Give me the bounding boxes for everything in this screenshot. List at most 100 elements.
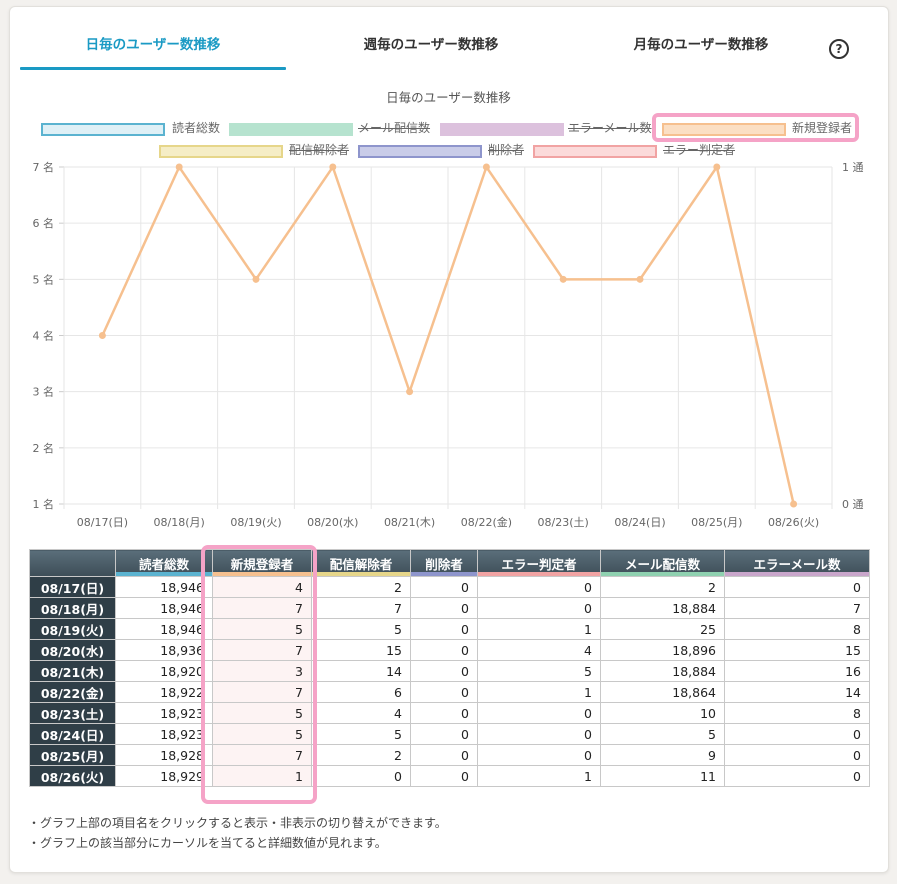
table-cell: 0	[410, 576, 478, 598]
tab-daily[interactable]: 日毎のユーザー数推移	[85, 37, 221, 53]
x-tick-label: 08/23(土)	[538, 516, 589, 529]
table-cell: 18,896	[600, 639, 725, 661]
legend-item[interactable]: メール配信数	[229, 121, 431, 137]
legend-item[interactable]: 読者総数	[41, 121, 241, 137]
column-header: 新規登録者	[212, 549, 312, 577]
x-tick-label: 08/19(火)	[230, 516, 281, 529]
column-color-bar	[116, 572, 212, 576]
column-color-bar	[312, 572, 410, 576]
table-cell: 14	[724, 681, 870, 703]
row-date: 08/22(金)	[29, 681, 116, 703]
table-cell: 0	[410, 618, 478, 640]
legend-label: メール配信数	[358, 121, 431, 135]
data-point	[98, 332, 106, 339]
table-cell: 18,946	[115, 576, 213, 598]
table-cell: 7	[212, 744, 312, 766]
legend-label: 読者総数	[172, 121, 221, 135]
table-cell: 0	[410, 744, 478, 766]
table-cell: 18,922	[115, 681, 213, 703]
data-point	[636, 275, 644, 283]
row-date: 08/26(火)	[29, 765, 116, 787]
table-cell: 0	[311, 765, 411, 787]
table-cell: 18,923	[115, 723, 213, 745]
row-date: 08/21(木)	[29, 660, 116, 682]
table-cell: 7	[212, 639, 312, 661]
y-tick-label-left: 3 名	[33, 385, 55, 399]
column-header: 削除者	[410, 549, 478, 577]
table-cell: 0	[724, 744, 870, 766]
table-cell: 14	[311, 660, 411, 682]
row-date: 08/24(日)	[29, 723, 116, 745]
legend-swatch	[440, 123, 564, 136]
tab-weekly[interactable]: 週毎のユーザー数推移	[363, 37, 499, 53]
legend-item[interactable]: エラーメール数	[440, 121, 652, 137]
table-row: 08/21(木) 18,920 3 14 0 5 18,884 16	[29, 660, 870, 682]
table-cell: 18,929	[115, 765, 213, 787]
x-tick-label: 08/25(月)	[691, 516, 742, 529]
active-tab-indicator	[20, 67, 286, 70]
y-tick-label-left: 5 名	[33, 272, 55, 286]
table-cell: 0	[477, 597, 601, 619]
y-tick-label-left: 4 名	[33, 329, 55, 343]
column-header-label: 読者総数	[138, 556, 189, 572]
column-header-label: 削除者	[425, 556, 463, 572]
table-cell: 4	[477, 639, 601, 661]
legend-label: エラー判定者	[663, 143, 736, 157]
line-chart[interactable]: 1 名 2 名 3 名 4 名 5 名 6 名 7 名 0 通 1 通 08/17(日) 08/18…	[0, 150, 897, 540]
y-tick-label-left: 6 名	[33, 216, 55, 230]
legend-label: エラーメール数	[568, 121, 652, 135]
column-color-bar	[411, 572, 477, 576]
table-cell: 2	[311, 576, 411, 598]
table-cell: 10	[600, 702, 725, 724]
data-point	[329, 163, 337, 171]
table-row: 08/17(日) 18,946 4 2 0 0 2 0	[29, 576, 870, 598]
table-cell: 2	[600, 576, 725, 598]
table-row: 08/24(日) 18,923 5 5 0 0 5 0	[29, 723, 870, 745]
table-cell: 7	[311, 597, 411, 619]
table-cell: 1	[477, 765, 601, 787]
table-cell: 18,884	[600, 597, 725, 619]
legend-swatch	[662, 123, 786, 136]
data-point	[559, 275, 567, 283]
table-cell: 0	[410, 681, 478, 703]
legend-item[interactable]: エラー判定者	[533, 143, 736, 159]
table-cell: 0	[410, 723, 478, 745]
table-cell: 18,920	[115, 660, 213, 682]
table-cell: 9	[600, 744, 725, 766]
x-tick-label: 08/21(木)	[384, 516, 435, 529]
row-date: 08/20(水)	[29, 639, 116, 661]
data-point	[252, 275, 260, 283]
legend-item[interactable]: 配信解除者	[159, 143, 359, 159]
tab-monthly[interactable]: 月毎のユーザー数推移	[633, 37, 769, 53]
table-row: 08/22(金) 18,922 7 6 0 1 18,864 14	[29, 681, 870, 703]
row-date: 08/25(月)	[29, 744, 116, 766]
column-header: エラーメール数	[724, 549, 870, 577]
data-table: 読者総数 新規登録者 配信解除者 削除者 エラー判定者 メール配信数 エラーメール数 08/…	[29, 549, 870, 787]
table-cell: 1	[477, 681, 601, 703]
table-cell: 0	[477, 723, 601, 745]
table-cell: 18,946	[115, 618, 213, 640]
table-cell: 0	[410, 660, 478, 682]
legend-item[interactable]: 新規登録者	[662, 121, 862, 137]
table-cell: 15	[724, 639, 870, 661]
column-color-bar	[213, 572, 311, 576]
legend-swatch	[159, 145, 283, 158]
legend-swatch	[229, 123, 353, 136]
table-row: 08/23(土) 18,923 5 4 0 0 10 8	[29, 702, 870, 724]
table-cell: 7	[212, 597, 312, 619]
table-cell: 0	[410, 702, 478, 724]
data-point	[482, 163, 490, 171]
x-tick-label: 08/24(日)	[614, 516, 665, 529]
table-row: 08/25(月) 18,928 7 2 0 0 9 0	[29, 744, 870, 766]
row-date: 08/23(土)	[29, 702, 116, 724]
column-header-label: メール配信数	[624, 556, 700, 572]
column-color-bar	[601, 572, 724, 576]
table-cell: 18,923	[115, 702, 213, 724]
table-cell: 0	[477, 702, 601, 724]
y-tick-label-right: 1 通	[842, 161, 864, 174]
y-tick-label-left: 1 名	[33, 497, 55, 511]
help-icon[interactable]: ?	[829, 39, 849, 59]
y-tick-label-left: 2 名	[33, 441, 55, 455]
table-cell: 18,864	[600, 681, 725, 703]
legend-item[interactable]: 削除者	[358, 143, 558, 159]
